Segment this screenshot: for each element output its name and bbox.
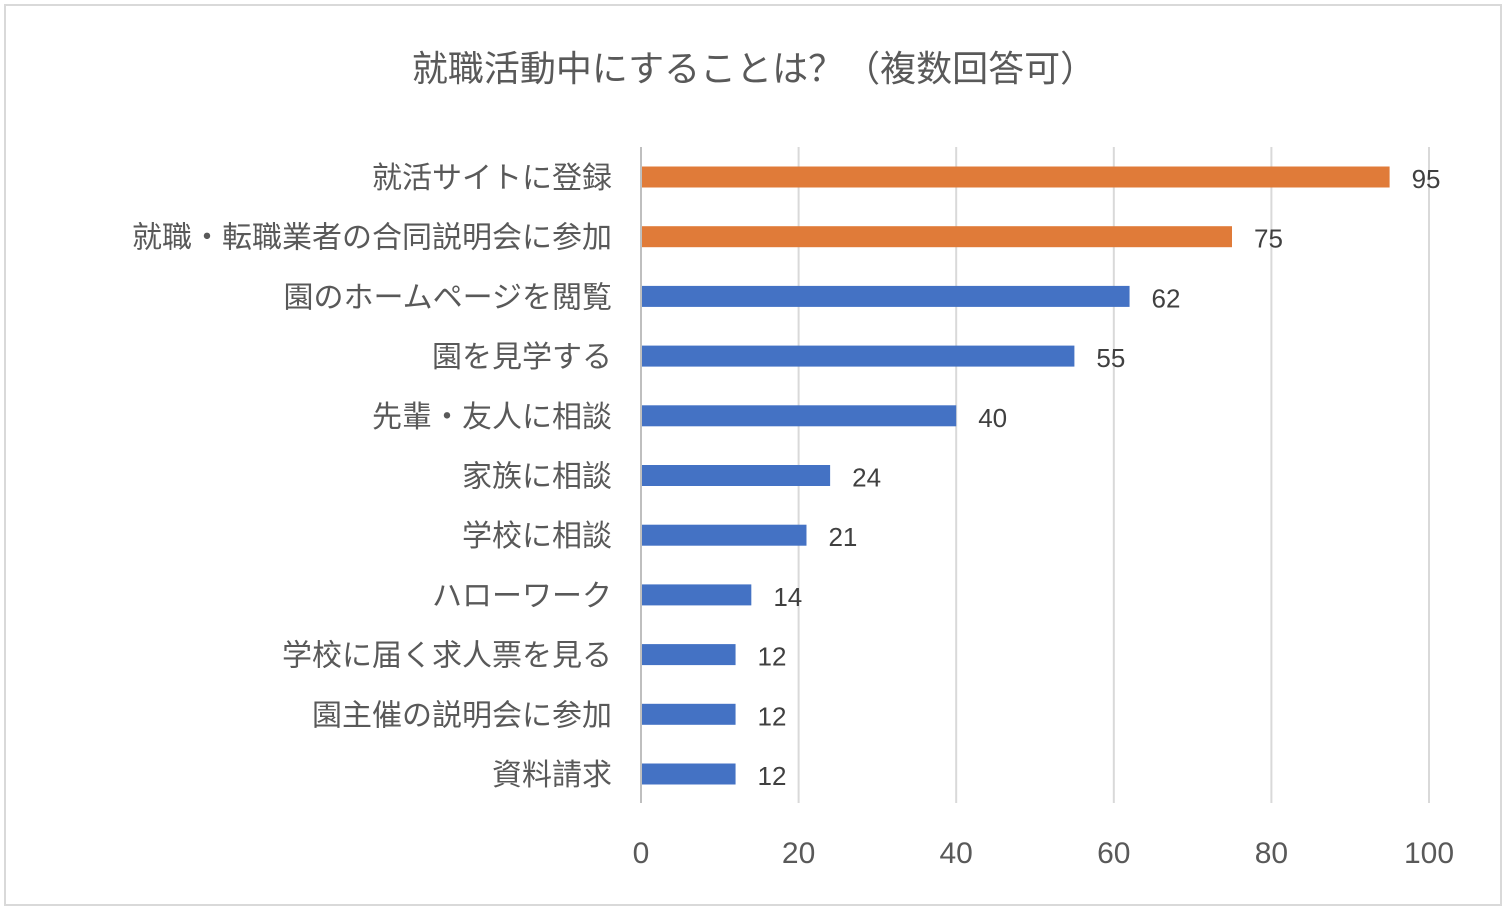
data-label: 62 <box>1152 283 1181 313</box>
x-tick-label: 20 <box>782 837 815 870</box>
data-label: 12 <box>758 761 787 791</box>
x-tick-label: 100 <box>1404 837 1454 870</box>
bar <box>642 285 1130 307</box>
category-label: 学校に届く求人票を見る <box>282 640 612 673</box>
category-label: 学校に相談 <box>462 520 612 553</box>
bar <box>642 644 736 666</box>
data-label: 12 <box>758 642 787 672</box>
category-label: 園のホームページを閲覧 <box>284 281 613 314</box>
data-label: 95 <box>1412 164 1441 194</box>
data-label: 55 <box>1096 343 1125 373</box>
chart-frame <box>4 4 1502 906</box>
data-label: 21 <box>828 522 857 552</box>
bar <box>642 345 1075 367</box>
category-label: 資料請求 <box>492 759 612 792</box>
x-tick-label: 40 <box>940 837 973 870</box>
bar <box>642 166 1390 188</box>
bar <box>642 465 831 486</box>
bar <box>642 524 807 546</box>
data-label: 12 <box>758 701 787 731</box>
bar <box>642 703 736 725</box>
category-label: 園を見学する <box>432 341 612 374</box>
bar <box>642 584 752 606</box>
x-tick-label: 0 <box>633 837 650 870</box>
category-label: 家族に相談 <box>462 461 612 494</box>
data-label: 40 <box>978 403 1007 433</box>
category-label: 就活サイトに登録 <box>372 162 612 195</box>
category-label: 就職・転職業者の合同説明会に参加 <box>132 222 612 255</box>
category-label: 先輩・友人に相談 <box>372 401 612 434</box>
x-tick-label: 60 <box>1097 837 1130 870</box>
bar <box>642 226 1232 248</box>
chart-title: 就職活動中にすることは？（複数回答可） <box>411 48 1097 89</box>
data-label: 75 <box>1254 224 1283 254</box>
data-label: 14 <box>773 582 802 612</box>
category-label: ハローワーク <box>432 580 612 613</box>
category-label: 園主催の説明会に参加 <box>312 699 612 732</box>
bar <box>642 405 957 427</box>
data-label: 24 <box>852 463 881 493</box>
x-tick-label: 80 <box>1255 837 1288 870</box>
bar <box>642 763 736 785</box>
